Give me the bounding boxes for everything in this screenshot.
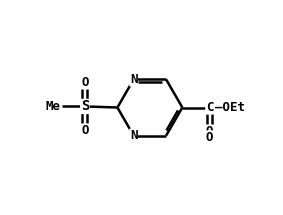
Text: O: O	[206, 125, 213, 138]
Text: Me: Me	[46, 100, 61, 113]
Text: C: C	[206, 101, 213, 114]
Text: O: O	[206, 131, 213, 144]
Text: O: O	[81, 124, 89, 137]
Text: N: N	[130, 129, 137, 142]
Text: N: N	[130, 73, 137, 86]
Text: O: O	[81, 76, 89, 89]
Text: S: S	[81, 100, 89, 114]
Text: —OEt: —OEt	[215, 101, 245, 114]
